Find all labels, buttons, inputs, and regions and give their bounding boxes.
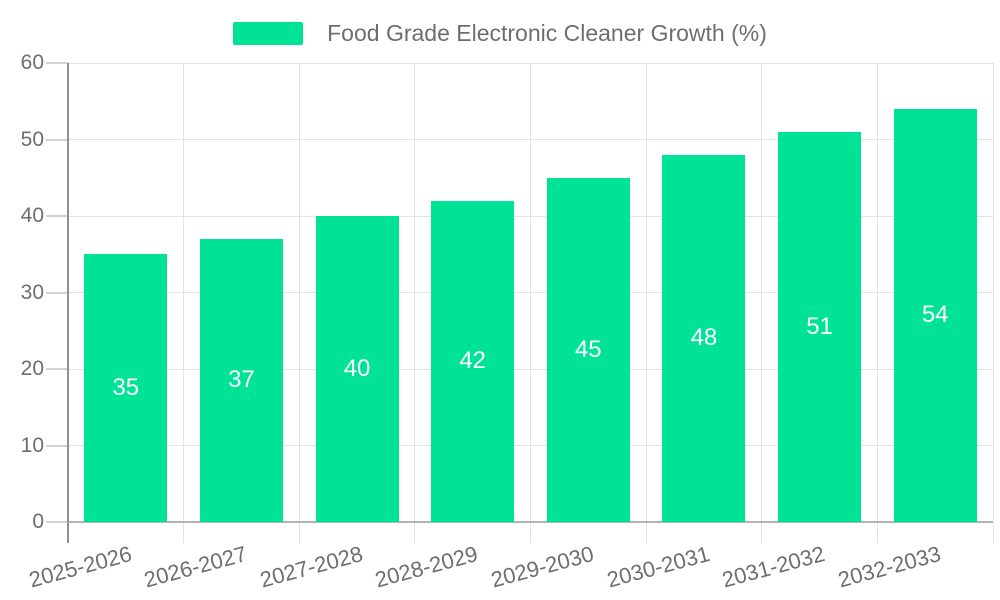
legend-item[interactable]: Food Grade Electronic Cleaner Growth (%)	[233, 20, 767, 47]
y-axis-line	[67, 63, 69, 543]
bar-2026-2027[interactable]	[199, 238, 283, 522]
legend: Food Grade Electronic Cleaner Growth (%)	[0, 20, 1000, 47]
x-tick-label: 2026-2027	[141, 541, 250, 593]
x-gridline	[992, 63, 994, 543]
x-tick-label: 2032-2033	[835, 541, 944, 593]
y-tick	[46, 138, 68, 141]
bar-2030-2031[interactable]	[662, 154, 746, 522]
bar-2029-2030[interactable]	[546, 177, 630, 522]
bar-2032-2033[interactable]	[893, 108, 977, 522]
y-tick	[46, 215, 68, 217]
y-tick	[46, 444, 68, 447]
y-tick-label: 40	[20, 204, 44, 227]
x-gridline	[876, 63, 878, 543]
x-tick-label: 2029-2030	[488, 541, 597, 593]
x-gridline	[645, 63, 647, 543]
bar-2031-2032[interactable]	[778, 131, 862, 522]
bar-2028-2029[interactable]	[431, 200, 515, 522]
x-tick-label: 2028-2029	[372, 541, 481, 593]
x-gridline	[414, 63, 416, 543]
bar-2025-2026[interactable]	[84, 254, 168, 522]
y-tick	[46, 291, 68, 294]
bar-2027-2028[interactable]	[315, 216, 399, 522]
x-tick-label: 2025-2026	[25, 541, 135, 593]
x-tick-label: 2031-2032	[719, 541, 828, 593]
y-tick-label: 20	[20, 357, 44, 380]
x-tick-label: 2030-2031	[604, 541, 713, 593]
y-tick-label: 30	[20, 280, 44, 304]
x-axis-line	[68, 521, 993, 523]
y-tick-label: 0	[32, 510, 44, 533]
y-tick	[46, 521, 68, 523]
x-tick-label: 2027-2028	[257, 541, 366, 593]
y-tick-label: 60	[20, 51, 44, 74]
x-gridline	[761, 63, 763, 543]
legend-label: Food Grade Electronic Cleaner Growth (%)	[327, 20, 767, 46]
x-gridline	[530, 63, 531, 543]
y-tick	[46, 62, 68, 64]
legend-swatch	[233, 22, 304, 45]
y-tick	[46, 368, 68, 370]
y-tick-label: 50	[20, 127, 44, 151]
x-gridline	[183, 63, 185, 543]
y-tick-label: 10	[20, 433, 44, 457]
x-gridline	[298, 63, 300, 543]
